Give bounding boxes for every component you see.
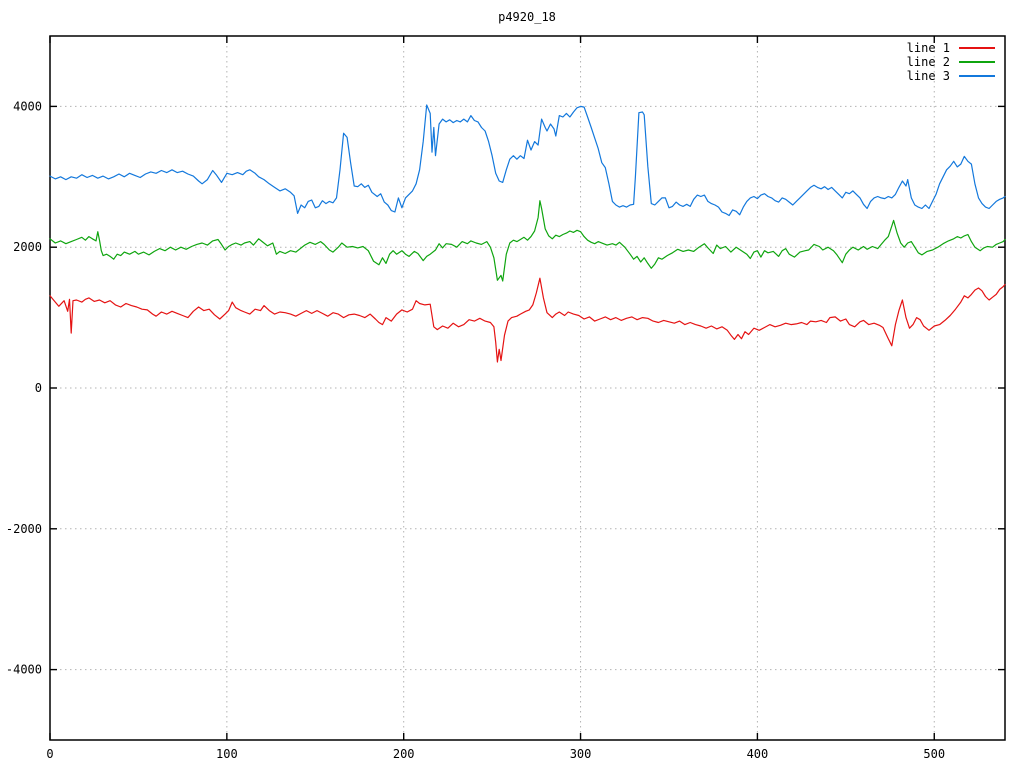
legend-label: line 3 bbox=[906, 69, 950, 83]
y-tick-label: 0 bbox=[35, 381, 42, 395]
series-line-1 bbox=[49, 277, 1006, 363]
legend-item: line 1 bbox=[907, 41, 995, 55]
series-line-3 bbox=[49, 104, 1006, 217]
chart-title: p4920_18 bbox=[498, 10, 556, 24]
x-tick-label: 500 bbox=[923, 747, 945, 761]
x-tick-label: 100 bbox=[216, 747, 238, 761]
legend-item: line 2 bbox=[907, 55, 995, 69]
plot-border bbox=[49, 35, 1006, 741]
legend-line-sample bbox=[959, 75, 995, 77]
y-tick-label: 2000 bbox=[13, 240, 42, 254]
x-tick-label: 0 bbox=[46, 747, 53, 761]
y-tick-label: -4000 bbox=[6, 663, 42, 677]
x-tick-label: 400 bbox=[747, 747, 769, 761]
legend-label: line 1 bbox=[906, 41, 950, 55]
series-line-2 bbox=[49, 200, 1006, 282]
legend-line-sample bbox=[959, 47, 995, 49]
x-tick-label: 200 bbox=[393, 747, 415, 761]
y-tick-label: 4000 bbox=[13, 99, 42, 113]
legend-label: line 2 bbox=[906, 55, 950, 69]
y-tick-label: -2000 bbox=[6, 522, 42, 536]
legend: line 1 line 2 line 3 bbox=[907, 41, 995, 83]
x-tick-label: 300 bbox=[570, 747, 592, 761]
legend-line-sample bbox=[959, 61, 995, 63]
legend-item: line 3 bbox=[907, 69, 995, 83]
